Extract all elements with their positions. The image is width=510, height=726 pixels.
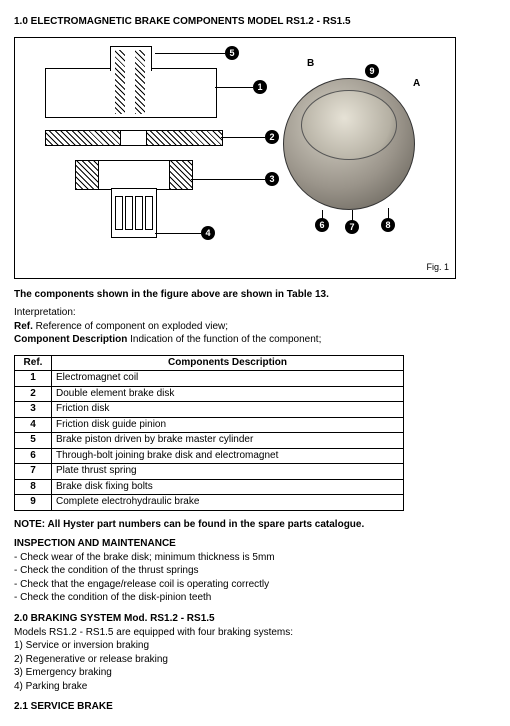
interp-ref-label: Ref.	[14, 321, 33, 332]
callout-3: 3	[265, 172, 279, 186]
braking-intro: Models RS1.2 - RS1.5 are equipped with f…	[14, 627, 293, 638]
leader-2	[221, 137, 265, 138]
cell-ref: 8	[15, 479, 52, 495]
diagram-plate-left	[45, 130, 122, 146]
leader-8	[388, 208, 389, 220]
diagram-teeth-4	[145, 196, 153, 230]
leader-3	[191, 179, 265, 180]
cell-ref: 4	[15, 417, 52, 433]
cell-ref: 9	[15, 495, 52, 511]
table-row: 5Brake piston driven by brake master cyl…	[15, 433, 404, 449]
cell-desc: Double element brake disk	[52, 386, 404, 402]
figure-label: Fig. 1	[426, 262, 449, 272]
diagram-plate-right	[146, 130, 223, 146]
diagram-hatch-1	[115, 50, 125, 114]
callout-7: 7	[345, 220, 359, 234]
table-row: 3Friction disk	[15, 402, 404, 418]
photo-brake-top	[301, 90, 397, 160]
cell-desc: Friction disk	[52, 402, 404, 418]
th-desc: Components Description	[52, 355, 404, 371]
callout-2: 2	[265, 130, 279, 144]
interp-ref-text: Reference of component on exploded view;	[33, 321, 228, 332]
table-row: 1Electromagnet coil	[15, 371, 404, 387]
th-ref: Ref.	[15, 355, 52, 371]
diagram-teeth-1	[115, 196, 123, 230]
cell-ref: 6	[15, 448, 52, 464]
components-table: Ref. Components Description 1Electromagn…	[14, 355, 404, 511]
callout-9: 9	[365, 64, 379, 78]
inspection-list: - Check wear of the brake disk; minimum …	[14, 551, 496, 605]
figure-caption: The components shown in the figure above…	[14, 289, 496, 300]
interp-desc-text: Indication of the function of the compon…	[127, 334, 321, 345]
diagram-hatch-4	[169, 160, 193, 190]
diagram-hatch-3	[75, 160, 99, 190]
cell-desc: Through-bolt joining brake disk and elec…	[52, 448, 404, 464]
cell-ref: 3	[15, 402, 52, 418]
interpretation-block: Interpretation: Ref. Reference of compon…	[14, 306, 496, 347]
section-2-heading: 2.0 BRAKING SYSTEM Mod. RS1.2 - RS1.5	[14, 613, 496, 624]
section-2-1-heading: 2.1 SERVICE BRAKE	[14, 701, 496, 712]
letter-B: B	[307, 58, 314, 69]
braking-list: 1) Service or inversion braking2) Regene…	[14, 640, 168, 692]
cell-desc: Brake disk fixing bolts	[52, 479, 404, 495]
cell-ref: 1	[15, 371, 52, 387]
leader-4	[155, 233, 201, 234]
table-row: 2Double element brake disk	[15, 386, 404, 402]
diagram-teeth-2	[125, 196, 133, 230]
table-row: 8Brake disk fixing bolts	[15, 479, 404, 495]
cell-desc: Friction disk guide pinion	[52, 417, 404, 433]
cell-ref: 2	[15, 386, 52, 402]
letter-A: A	[413, 78, 420, 89]
cell-desc: Plate thrust spring	[52, 464, 404, 480]
diagram-plate-center	[120, 130, 148, 146]
section-1-heading: 1.0 ELECTROMAGNETIC BRAKE COMPONENTS MOD…	[14, 16, 496, 27]
leader-6	[322, 210, 323, 220]
figure-1: 5 1 2 3 4 B 9 A 6 7 8 Fig. 1	[14, 37, 456, 279]
parts-note: NOTE: All Hyster part numbers can be fou…	[14, 519, 496, 530]
callout-1: 1	[253, 80, 267, 94]
inspection-heading: INSPECTION AND MAINTENANCE	[14, 538, 496, 549]
interp-desc-label: Component Description	[14, 334, 127, 345]
cell-ref: 7	[15, 464, 52, 480]
table-row: 6Through-bolt joining brake disk and ele…	[15, 448, 404, 464]
leader-1	[215, 87, 253, 88]
cell-desc: Electromagnet coil	[52, 371, 404, 387]
leader-7	[352, 210, 353, 222]
table-header-row: Ref. Components Description	[15, 355, 404, 371]
callout-8: 8	[381, 218, 395, 232]
callout-6: 6	[315, 218, 329, 232]
table-row: 9Complete electrohydraulic brake	[15, 495, 404, 511]
callout-5: 5	[225, 46, 239, 60]
cell-desc: Brake piston driven by brake master cyli…	[52, 433, 404, 449]
leader-5	[155, 53, 225, 54]
table-row: 4Friction disk guide pinion	[15, 417, 404, 433]
diagram-hatch-2	[135, 50, 145, 114]
cell-ref: 5	[15, 433, 52, 449]
braking-intro-block: Models RS1.2 - RS1.5 are equipped with f…	[14, 626, 496, 694]
interp-line1: Interpretation:	[14, 307, 76, 318]
diagram-block-top	[45, 68, 217, 118]
diagram-teeth-3	[135, 196, 143, 230]
cell-desc: Complete electrohydraulic brake	[52, 495, 404, 511]
callout-4: 4	[201, 226, 215, 240]
table-row: 7Plate thrust spring	[15, 464, 404, 480]
